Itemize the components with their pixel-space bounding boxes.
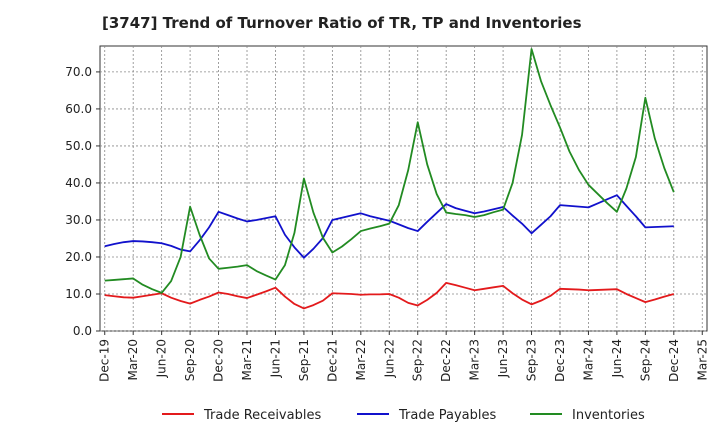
x-tick-label: Dec-21 xyxy=(325,339,339,382)
x-tick-label: Mar-23 xyxy=(468,339,482,380)
series-line-trade-payables xyxy=(104,194,674,259)
x-tick-label: Mar-21 xyxy=(240,339,254,380)
x-tick-label: Sep-20 xyxy=(183,339,197,381)
series-line-trade-receivables xyxy=(104,281,675,310)
y-tick-label: 40.0 xyxy=(65,176,92,190)
x-tick-label: Sep-21 xyxy=(297,339,311,381)
x-tick-label: Dec-24 xyxy=(667,339,681,382)
x-tick-label: Mar-20 xyxy=(126,339,140,380)
x-tick-label: Dec-19 xyxy=(98,339,112,382)
x-tick-label: Jun-22 xyxy=(382,339,396,378)
x-tick-label: Jun-20 xyxy=(155,339,169,378)
series-line-inventories xyxy=(104,48,675,294)
legend-label: Trade Payables xyxy=(398,408,496,423)
chart-title: [3747] Trend of Turnover Ratio of TR, TP… xyxy=(102,14,582,32)
x-tick-label: Jun-21 xyxy=(268,339,282,378)
x-tick-label: Mar-25 xyxy=(695,339,709,380)
x-tick-label: Jun-24 xyxy=(610,339,624,378)
x-tick-label: Sep-22 xyxy=(411,339,425,381)
y-tick-label: 70.0 xyxy=(65,65,92,79)
x-tick-label: Mar-22 xyxy=(354,339,368,380)
x-tick-label: Dec-20 xyxy=(212,339,226,382)
x-tick-label: Mar-24 xyxy=(581,339,595,380)
x-tick-label: Dec-22 xyxy=(439,339,453,382)
y-tick-label: 30.0 xyxy=(65,213,92,227)
x-tick-label: Jun-23 xyxy=(496,339,510,378)
y-tick-label: 60.0 xyxy=(65,102,92,116)
x-tick-label: Dec-23 xyxy=(553,339,567,382)
y-tick-label: 50.0 xyxy=(65,139,92,153)
y-tick-label: 20.0 xyxy=(65,250,92,264)
y-tick-label: 10.0 xyxy=(65,287,92,301)
x-tick-label: Sep-23 xyxy=(525,339,539,381)
legend-label: Trade Receivables xyxy=(203,408,321,423)
legend-label: Inventories xyxy=(572,408,645,423)
x-tick-label: Sep-24 xyxy=(638,339,652,381)
y-tick-label: 0.0 xyxy=(73,324,92,338)
